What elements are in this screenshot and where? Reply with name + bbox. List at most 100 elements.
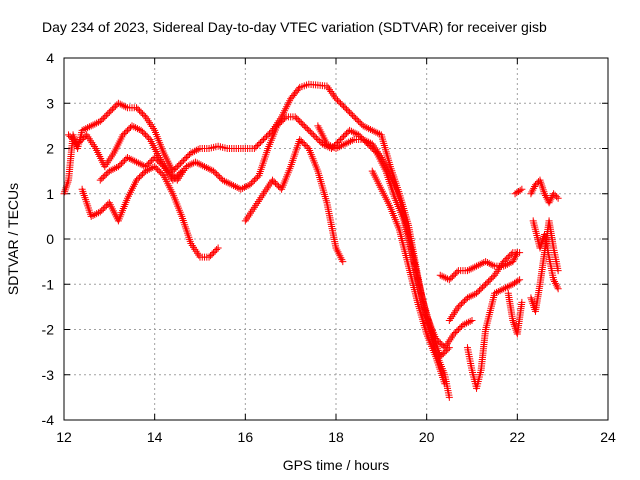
data-point [347, 110, 355, 118]
data-point [182, 163, 190, 171]
data-point [137, 172, 145, 180]
data-point [438, 272, 446, 280]
data-point [71, 137, 79, 145]
data-point [230, 182, 238, 190]
data-point [498, 286, 506, 294]
data-point [554, 194, 562, 202]
data-point [327, 142, 335, 150]
data-point [480, 282, 488, 290]
data-point [337, 135, 345, 143]
data-point [340, 102, 348, 110]
y-tick-label: 2 [46, 141, 54, 157]
data-point [453, 268, 461, 276]
data-point [87, 122, 95, 130]
data-point [445, 276, 453, 284]
data-point [361, 136, 369, 144]
data-point [119, 131, 127, 139]
data-point [347, 137, 355, 145]
data-point [309, 131, 317, 139]
data-point [188, 160, 196, 168]
data-point [303, 125, 311, 133]
data-point [299, 138, 307, 146]
data-point [261, 134, 269, 142]
data-point [533, 179, 541, 187]
data-point [518, 298, 526, 306]
data-point [202, 164, 210, 172]
data-point [300, 122, 308, 130]
data-point [122, 103, 130, 111]
data-point [96, 208, 104, 216]
data-point [152, 164, 160, 172]
data-point [175, 170, 183, 178]
data-point [507, 281, 515, 289]
data-point [539, 184, 547, 192]
data-point [489, 261, 497, 269]
data-point [120, 102, 128, 110]
data-point [172, 173, 180, 181]
series-trace-10 [463, 276, 524, 392]
data-point [62, 184, 70, 192]
data-point [530, 184, 538, 192]
data-point [467, 292, 475, 300]
data-point [294, 85, 302, 93]
data-point [297, 137, 305, 145]
data-point [300, 140, 308, 148]
data-point [264, 131, 272, 139]
data-point [216, 173, 224, 181]
data-point [528, 188, 536, 196]
data-point [63, 180, 71, 188]
data-point [255, 140, 263, 148]
data-point [370, 127, 378, 135]
data-point [68, 134, 76, 142]
data-point [466, 317, 474, 325]
data-point [325, 141, 333, 149]
data-point [179, 157, 187, 165]
data-point [346, 126, 354, 134]
data-point [89, 211, 97, 219]
series-trace-13 [527, 176, 562, 207]
data-point [154, 166, 162, 174]
data-point [240, 183, 248, 191]
data-point [291, 113, 299, 121]
data-point [510, 320, 518, 328]
series-trace-11 [504, 289, 526, 338]
data-point [436, 339, 444, 347]
data-point [439, 350, 447, 358]
data-point [120, 129, 128, 137]
data-point [279, 116, 287, 124]
data-point [478, 259, 486, 267]
data-point [276, 119, 284, 127]
data-point [518, 185, 526, 193]
data-point [459, 321, 467, 329]
data-point [273, 122, 281, 130]
data-point [500, 258, 508, 266]
data-point [516, 186, 524, 194]
data-point [213, 246, 221, 254]
data-point [363, 124, 371, 132]
data-point [363, 137, 371, 145]
data-point [477, 285, 485, 293]
data-point [296, 117, 304, 125]
data-point [343, 139, 351, 147]
data-point [129, 156, 137, 164]
data-point [80, 134, 88, 142]
data-point [552, 281, 560, 289]
data-point [471, 263, 479, 271]
data-point [133, 125, 141, 133]
data-point [105, 108, 113, 116]
data-point [87, 212, 95, 220]
data-point [191, 147, 199, 155]
data-point [506, 252, 514, 260]
data-point [61, 186, 69, 194]
data-point [82, 125, 90, 133]
data-point [169, 176, 177, 184]
data-point [328, 143, 336, 151]
data-point [479, 283, 487, 291]
data-point [335, 98, 343, 106]
data-point [117, 160, 125, 168]
data-point [222, 178, 230, 186]
data-point [476, 260, 484, 268]
x-tick-label: 18 [328, 429, 344, 445]
data-point [485, 259, 493, 267]
series-trace-6 [314, 122, 476, 352]
